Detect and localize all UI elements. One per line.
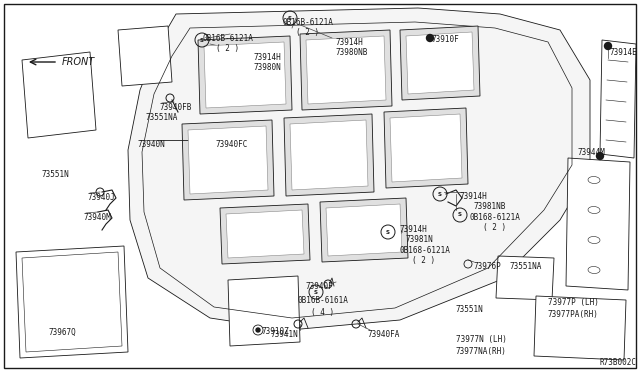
Text: 73944M: 73944M bbox=[577, 148, 605, 157]
Polygon shape bbox=[406, 32, 474, 94]
Ellipse shape bbox=[588, 176, 600, 183]
Circle shape bbox=[596, 153, 604, 160]
Text: S: S bbox=[458, 212, 462, 218]
Circle shape bbox=[605, 42, 611, 49]
Text: 73940FA: 73940FA bbox=[368, 330, 401, 339]
Text: 73914E: 73914E bbox=[610, 48, 637, 57]
Polygon shape bbox=[118, 26, 172, 86]
Polygon shape bbox=[400, 26, 480, 100]
Ellipse shape bbox=[588, 266, 600, 273]
Text: 73977NA(RH): 73977NA(RH) bbox=[456, 347, 507, 356]
Polygon shape bbox=[390, 114, 462, 182]
Text: 0B168-6121A: 0B168-6121A bbox=[400, 246, 451, 255]
Text: 73967Q: 73967Q bbox=[48, 328, 76, 337]
Polygon shape bbox=[496, 256, 554, 300]
Circle shape bbox=[256, 328, 260, 332]
Text: R73B002C: R73B002C bbox=[600, 358, 637, 367]
Text: 73551NA: 73551NA bbox=[510, 262, 542, 271]
Text: S: S bbox=[200, 38, 204, 42]
Ellipse shape bbox=[588, 206, 600, 214]
Text: S: S bbox=[438, 192, 442, 196]
Text: 73551N: 73551N bbox=[42, 170, 70, 179]
Circle shape bbox=[426, 35, 433, 42]
Text: 73980NB: 73980NB bbox=[336, 48, 369, 57]
Text: 73940N: 73940N bbox=[137, 140, 164, 149]
Polygon shape bbox=[226, 210, 304, 258]
Text: 73914H: 73914H bbox=[460, 192, 488, 201]
Text: 73940F: 73940F bbox=[305, 282, 333, 291]
Polygon shape bbox=[228, 276, 300, 346]
Polygon shape bbox=[600, 40, 636, 158]
Polygon shape bbox=[128, 8, 590, 330]
Text: 73940FB: 73940FB bbox=[160, 103, 193, 112]
Text: 0B16B-6161A: 0B16B-6161A bbox=[298, 296, 348, 305]
Text: 73910Z: 73910Z bbox=[261, 327, 289, 336]
Polygon shape bbox=[534, 296, 626, 360]
Polygon shape bbox=[290, 120, 368, 190]
Polygon shape bbox=[320, 198, 408, 262]
Text: 73914H: 73914H bbox=[400, 225, 428, 234]
Polygon shape bbox=[284, 114, 374, 196]
Polygon shape bbox=[16, 246, 128, 358]
Polygon shape bbox=[566, 158, 630, 290]
Text: 73941N: 73941N bbox=[270, 330, 298, 339]
Text: 0B168-6121A: 0B168-6121A bbox=[469, 213, 520, 222]
Text: 73910F: 73910F bbox=[432, 35, 460, 44]
Text: 73940J: 73940J bbox=[88, 193, 116, 202]
Polygon shape bbox=[204, 42, 286, 108]
Text: ( 4 ): ( 4 ) bbox=[312, 308, 335, 317]
Text: 73940FC: 73940FC bbox=[215, 140, 248, 149]
Text: 0B16B-6121A: 0B16B-6121A bbox=[283, 18, 333, 27]
Polygon shape bbox=[22, 52, 96, 138]
Text: ( 2 ): ( 2 ) bbox=[483, 223, 506, 232]
Text: 73976P: 73976P bbox=[474, 262, 502, 271]
Ellipse shape bbox=[588, 237, 600, 244]
Polygon shape bbox=[384, 108, 468, 188]
Text: ( 2 ): ( 2 ) bbox=[412, 256, 435, 265]
Text: 73940M: 73940M bbox=[83, 213, 111, 222]
Text: 73551NA: 73551NA bbox=[145, 113, 177, 122]
Text: 73977N (LH): 73977N (LH) bbox=[456, 335, 507, 344]
Text: FRONT: FRONT bbox=[62, 57, 95, 67]
Text: 73914H: 73914H bbox=[336, 38, 364, 47]
Text: ( 2 ): ( 2 ) bbox=[216, 44, 239, 53]
Polygon shape bbox=[306, 36, 386, 104]
Polygon shape bbox=[220, 204, 310, 264]
Text: 73981N: 73981N bbox=[406, 235, 434, 244]
Text: 73977PA(RH): 73977PA(RH) bbox=[548, 310, 599, 319]
Text: 73551N: 73551N bbox=[456, 305, 484, 314]
Polygon shape bbox=[182, 120, 274, 200]
Text: S: S bbox=[314, 289, 318, 295]
Text: 73977P (LH): 73977P (LH) bbox=[548, 298, 599, 307]
Text: ( 2 ): ( 2 ) bbox=[296, 28, 319, 37]
Polygon shape bbox=[326, 204, 402, 256]
Text: 73980N: 73980N bbox=[254, 63, 282, 72]
Text: 0B16B-6121A: 0B16B-6121A bbox=[203, 34, 253, 43]
Text: 73914H: 73914H bbox=[254, 53, 282, 62]
Text: 73981NB: 73981NB bbox=[474, 202, 506, 211]
Text: S: S bbox=[288, 16, 292, 20]
Polygon shape bbox=[198, 36, 292, 114]
Polygon shape bbox=[300, 30, 392, 110]
Text: S: S bbox=[386, 230, 390, 234]
Polygon shape bbox=[188, 126, 268, 194]
